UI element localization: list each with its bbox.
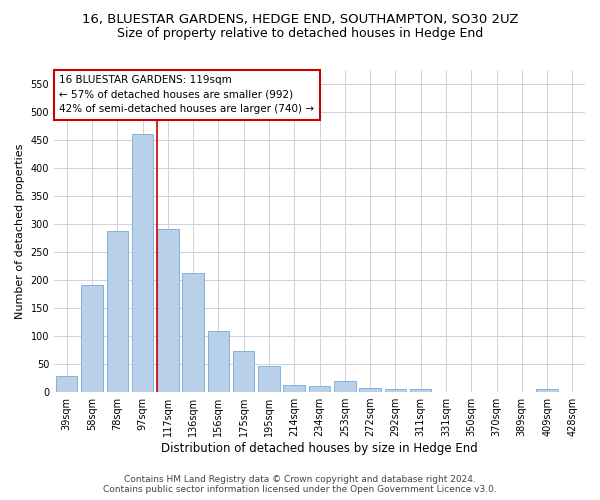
Bar [309, 386, 330, 392]
Bar [410, 390, 431, 392]
Bar [56, 376, 77, 392]
Bar [81, 285, 103, 392]
Bar [182, 273, 204, 392]
Bar [334, 381, 356, 392]
X-axis label: Distribution of detached houses by size in Hedge End: Distribution of detached houses by size … [161, 442, 478, 455]
Bar [132, 134, 153, 392]
Bar [385, 388, 406, 392]
Y-axis label: Number of detached properties: Number of detached properties [15, 144, 25, 318]
Text: Contains public sector information licensed under the Open Government Licence v3: Contains public sector information licen… [103, 485, 497, 494]
Text: Contains HM Land Registry data © Crown copyright and database right 2024.: Contains HM Land Registry data © Crown c… [124, 475, 476, 484]
Bar [359, 388, 381, 392]
Bar [283, 386, 305, 392]
Text: 16 BLUESTAR GARDENS: 119sqm
← 57% of detached houses are smaller (992)
42% of se: 16 BLUESTAR GARDENS: 119sqm ← 57% of det… [59, 75, 314, 114]
Bar [258, 366, 280, 392]
Text: 16, BLUESTAR GARDENS, HEDGE END, SOUTHAMPTON, SO30 2UZ: 16, BLUESTAR GARDENS, HEDGE END, SOUTHAM… [82, 12, 518, 26]
Bar [107, 232, 128, 392]
Bar [233, 351, 254, 392]
Text: Size of property relative to detached houses in Hedge End: Size of property relative to detached ho… [117, 28, 483, 40]
Bar [157, 229, 179, 392]
Bar [536, 390, 558, 392]
Bar [208, 331, 229, 392]
